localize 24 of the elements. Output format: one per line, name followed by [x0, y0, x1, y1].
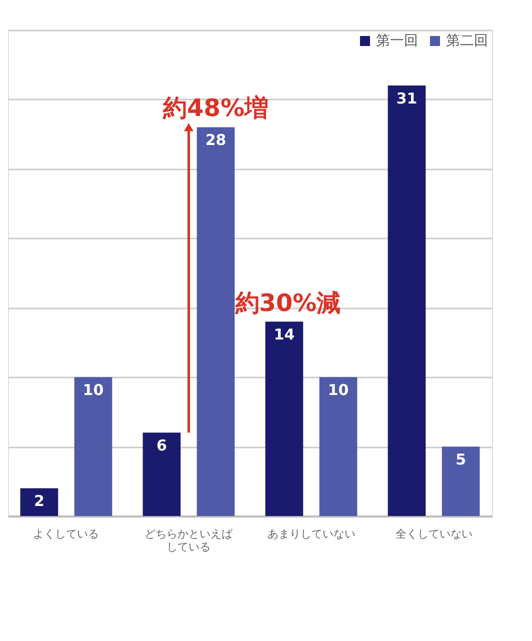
- data-label: 2: [34, 492, 44, 510]
- legend-label: 第二回: [446, 33, 488, 49]
- data-label: 31: [396, 90, 418, 108]
- data-label: 6: [156, 436, 167, 455]
- bar: [265, 322, 304, 516]
- bar: [442, 446, 480, 516]
- data-label: 10: [328, 381, 349, 400]
- x-tick-label: あまりしていない: [267, 528, 356, 540]
- x-tick-label: よくしている: [33, 528, 100, 540]
- bar: [20, 488, 58, 516]
- bar: [142, 432, 181, 516]
- bar: [74, 377, 112, 516]
- x-tick-label: どちらかといえばしている: [144, 528, 234, 554]
- bar: [319, 377, 358, 516]
- data-label: 5: [456, 450, 466, 469]
- annotation: 約30%減: [234, 289, 341, 317]
- bar: [388, 86, 426, 516]
- bar: [196, 127, 235, 516]
- data-label: 28: [205, 131, 226, 150]
- x-tick-label: 全くしていない: [395, 528, 472, 540]
- data-label: 14: [274, 326, 295, 344]
- legend-label: 第一回: [376, 33, 418, 49]
- data-label: 10: [82, 381, 104, 400]
- annotation: 約48%増: [162, 94, 268, 122]
